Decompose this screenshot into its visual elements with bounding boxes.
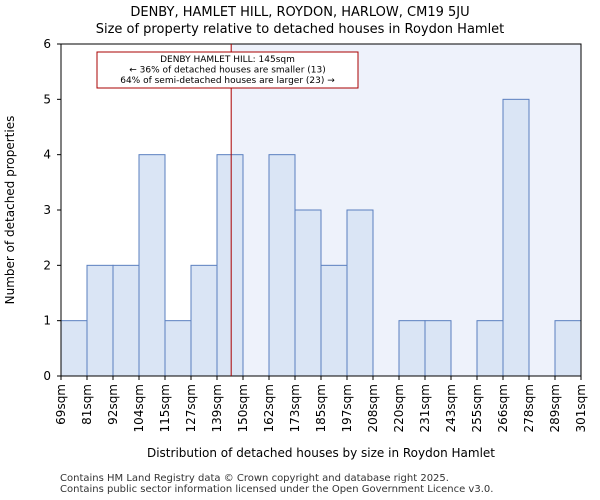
annotation-box [96,51,359,89]
annotation-line: ← 36% of detached houses are smaller (13… [129,66,326,76]
x-tick-label: 243sqm [444,384,458,432]
x-tick-label: 278sqm [522,384,536,432]
y-tick-label: 3 [43,203,51,217]
histogram-bar [268,154,296,377]
x-tick-label: 301sqm [574,384,588,432]
y-tick-label: 6 [43,37,51,51]
histogram-bar [346,209,374,377]
x-tick-label: 81sqm [80,384,94,425]
x-tick-label: 69sqm [54,384,68,425]
histogram-bar [502,98,530,377]
y-tick-label: 2 [43,258,51,272]
x-tick-label: 150sqm [236,384,250,432]
x-tick-label: 208sqm [366,384,380,432]
x-tick-label: 255sqm [470,384,484,432]
x-tick-label: 173sqm [288,384,302,432]
histogram-bar [138,154,166,377]
x-tick-label: 231sqm [418,384,432,432]
histogram-bar [164,320,192,377]
x-tick-label: 92sqm [106,384,120,425]
histogram-bar [398,320,426,377]
y-axis-title: Number of detached properties [3,116,17,305]
histogram-bar [476,320,504,377]
y-tick-label: 5 [43,92,51,106]
x-tick-label: 162sqm [262,384,276,432]
x-tick-label: 220sqm [392,384,406,432]
histogram-bar [424,320,452,377]
footer-copyright: Contains HM Land Registry data © Crown c… [60,473,449,484]
histogram-bar [554,320,582,377]
x-tick-label: 289sqm [548,384,562,432]
x-tick-label: 127sqm [184,384,198,432]
histogram-bar [112,264,140,377]
annotation-line: 64% of semi-detached houses are larger (… [120,76,335,86]
histogram-bar [86,264,114,377]
x-axis-title: Distribution of detached houses by size … [147,446,495,460]
x-tick-label: 139sqm [210,384,224,432]
x-tick-label: 266sqm [496,384,510,432]
x-tick-label: 197sqm [340,384,354,432]
x-tick-label: 115sqm [158,384,172,432]
footer-licence: Contains public sector information licen… [60,484,494,495]
histogram-bar [320,264,348,377]
annotation-line: DENBY HAMLET HILL: 145sqm [160,55,295,65]
histogram-bar [216,154,244,377]
chart-title: DENBY, HAMLET HILL, ROYDON, HARLOW, CM19… [130,5,470,20]
y-tick-label: 1 [43,314,51,328]
y-tick-label: 0 [43,369,51,383]
chart-subtitle: Size of property relative to detached ho… [95,22,505,37]
histogram-bar [60,320,88,377]
histogram-bar [294,209,322,377]
y-tick-label: 4 [43,148,51,162]
x-tick-label: 104sqm [132,384,146,432]
x-tick-label: 185sqm [314,384,328,432]
histogram-bar [190,264,218,377]
